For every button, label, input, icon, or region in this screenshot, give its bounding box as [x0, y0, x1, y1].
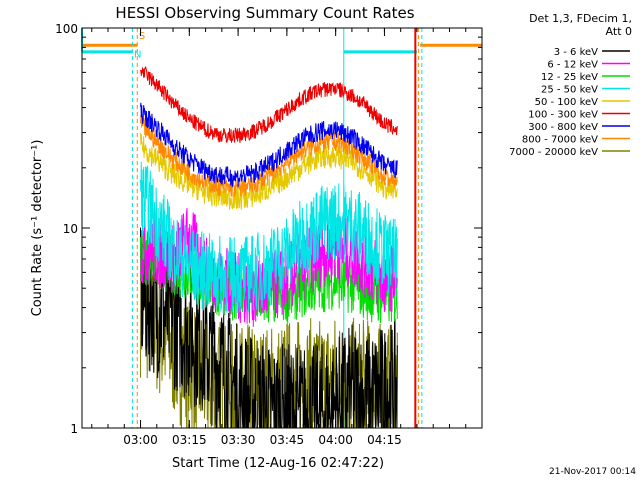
legend: Det 1,3, FDecim 1,Att 0 3 - 6 keV 6 - 12 k… — [509, 12, 632, 158]
series-line — [140, 66, 398, 144]
x-axis: 03:00 03:15 03:30 03:45 04:00 04:15 — [91, 28, 467, 447]
series-line — [140, 227, 398, 429]
legend-header: Att 0 — [606, 25, 632, 38]
x-tick-label: 04:00 — [318, 433, 353, 447]
x-tick-label: 03:00 — [123, 433, 158, 447]
series-line — [140, 161, 398, 314]
legend-label: 3 - 6 keV — [554, 47, 598, 58]
annotation-label: S — [139, 31, 145, 42]
legend-label: 300 - 800 keV — [528, 122, 598, 133]
x-tick-label: 03:30 — [221, 433, 256, 447]
annotation-label: N — [134, 50, 141, 61]
legend-header: Det 1,3, FDecim 1, — [529, 12, 632, 25]
y-tick-label: 100 — [55, 22, 78, 36]
y-tick-label: 10 — [63, 222, 78, 236]
legend-label: 7000 - 20000 keV — [509, 147, 598, 158]
series-line — [140, 132, 398, 210]
x-tick-label: 03:15 — [172, 433, 207, 447]
x-axis-label: Start Time (12-Aug-16 02:47:22) — [172, 456, 384, 471]
y-axis: 1 10 100 — [55, 22, 482, 436]
x-tick-label: 03:45 — [270, 433, 305, 447]
y-axis-label: Count Rate (s⁻¹ detector⁻¹) — [30, 140, 45, 317]
series-line — [140, 114, 398, 197]
legend-label: 12 - 25 keV — [541, 72, 598, 83]
y-tick-label: 1 — [70, 422, 78, 436]
chart-title: HESSI Observing Summary Count Rates — [115, 4, 414, 22]
timestamp: 21-Nov-2017 00:14 — [549, 467, 636, 477]
data-series — [140, 66, 398, 429]
legend-label: 800 - 7000 keV — [522, 135, 598, 146]
legend-label: 25 - 50 keV — [541, 85, 598, 96]
legend-label: 50 - 100 keV — [535, 97, 599, 108]
annotations: SN — [134, 31, 145, 61]
legend-label: 100 - 300 keV — [528, 110, 598, 121]
series-line — [140, 102, 398, 188]
legend-label: 6 - 12 keV — [547, 60, 598, 71]
x-tick-label: 04:15 — [367, 433, 402, 447]
plot-area — [81, 28, 482, 429]
